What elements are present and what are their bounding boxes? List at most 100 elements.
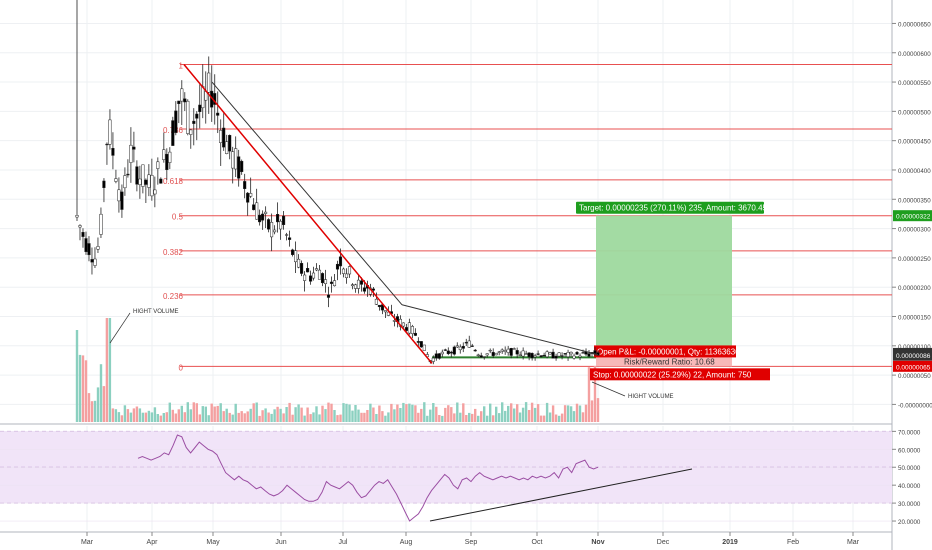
- volume-bar: [75, 330, 79, 422]
- candle-body: [252, 204, 256, 211]
- candle-body: [329, 281, 334, 284]
- candle-body: [96, 246, 100, 250]
- volume-bar: [444, 407, 447, 422]
- candle-body: [225, 141, 229, 154]
- price-tick-label: 0.00000200: [898, 285, 931, 292]
- candle-body: [374, 298, 378, 305]
- volume-bar: [483, 406, 486, 422]
- candle-body: [326, 294, 331, 298]
- candle-body: [93, 258, 97, 266]
- volume-bar: [345, 403, 348, 422]
- volume-bar: [456, 402, 459, 422]
- volume-bar: [438, 415, 441, 422]
- candle-body: [338, 256, 343, 267]
- volume-bar: [405, 404, 408, 422]
- candle-body: [515, 350, 519, 355]
- volume-bar: [354, 405, 357, 422]
- price-tick-label: 0.00000550: [898, 80, 931, 87]
- candle-body: [413, 332, 417, 336]
- fib-label: 0: [179, 363, 184, 372]
- candle-body: [150, 175, 154, 197]
- candle-body: [132, 146, 136, 150]
- candle-body: [249, 193, 253, 197]
- candle-body: [512, 348, 516, 350]
- volume-bar: [219, 403, 222, 422]
- volume-bar: [453, 413, 456, 422]
- volume-bar: [162, 413, 165, 422]
- long-position-tool[interactable]: Target: 0.00000235 (270.11%) 235, Amount…: [432, 201, 770, 381]
- volume-bar: [333, 410, 336, 422]
- volume-bar: [285, 407, 288, 422]
- volume-bar: [339, 414, 342, 422]
- price-badge-label: 0.00000322: [896, 214, 931, 221]
- volume-bar: [426, 415, 429, 422]
- volume-bar: [360, 412, 363, 422]
- volume-bar: [303, 415, 306, 422]
- volume-bar: [510, 403, 513, 422]
- candle-body: [159, 178, 163, 184]
- volume-bar: [468, 412, 471, 422]
- candle-body: [243, 181, 247, 189]
- candle-body: [545, 351, 549, 358]
- candle-body: [201, 86, 205, 109]
- candle-body: [422, 344, 426, 351]
- price-candles: [75, 0, 600, 365]
- candle-body: [560, 355, 564, 357]
- candle-body: [123, 175, 127, 189]
- volume-bar: [129, 412, 133, 422]
- candle-body: [186, 100, 190, 134]
- volume-bar: [141, 412, 145, 422]
- candle-body: [410, 326, 414, 334]
- volume-bar: [243, 413, 246, 422]
- volume-bar: [252, 403, 255, 422]
- volume-bar: [159, 415, 162, 422]
- volume-bar: [222, 411, 225, 422]
- price-axis[interactable]: 0.00000650 0.00000600 0.00000550 0.00000500…: [892, 0, 932, 424]
- candle-body: [416, 341, 420, 343]
- candle-body: [285, 234, 289, 236]
- volume-bar: [551, 405, 555, 422]
- time-axis[interactable]: Mar Apr May Jun Jul Aug Sep Oct Nov Dec 2019 Feb Mar: [81, 532, 860, 546]
- volume-bar: [213, 406, 216, 422]
- volume-bar: [584, 404, 588, 422]
- candle-body: [569, 351, 573, 355]
- volume-bar: [117, 412, 121, 422]
- volume-bar: [78, 354, 82, 422]
- volume-bar: [84, 360, 88, 422]
- volume-annotations: HIGHT VOLUME HIGHT VOLUME: [109, 309, 674, 400]
- volume-bar: [138, 408, 142, 422]
- volume-bar: [120, 415, 124, 422]
- volume-bar: [557, 415, 561, 422]
- volume-bar: [489, 403, 492, 422]
- price-tick-label: 0.00000450: [898, 139, 931, 146]
- candle-body: [323, 279, 328, 284]
- volume-bar: [533, 407, 537, 422]
- volume-bar: [375, 414, 378, 422]
- candle-body: [587, 353, 591, 357]
- volume-bar: [135, 406, 139, 422]
- rsi-tick-label: 70.0000: [898, 429, 921, 436]
- candle-body: [183, 98, 187, 103]
- time-label: May: [206, 539, 220, 546]
- candle-body: [359, 280, 364, 285]
- candle-body: [180, 88, 184, 102]
- price-tick-label: 0.00000400: [898, 168, 931, 175]
- candle-body: [494, 352, 498, 356]
- stop-label-bg: [590, 368, 770, 381]
- volume-bar: [399, 408, 402, 422]
- candle-body: [503, 350, 507, 352]
- candle-body: [473, 349, 477, 352]
- candle-body: [105, 143, 109, 146]
- time-label: Oct: [532, 539, 543, 546]
- time-label: Feb: [787, 539, 799, 546]
- price-tick-label: 0.00000250: [898, 256, 931, 263]
- candle-body: [341, 268, 346, 274]
- volume-bar: [342, 403, 345, 422]
- volume-bar: [306, 407, 309, 422]
- volume-bar: [411, 404, 414, 422]
- time-label: Sep: [465, 539, 478, 546]
- volume-bar: [336, 415, 339, 422]
- volume-bar: [569, 406, 573, 422]
